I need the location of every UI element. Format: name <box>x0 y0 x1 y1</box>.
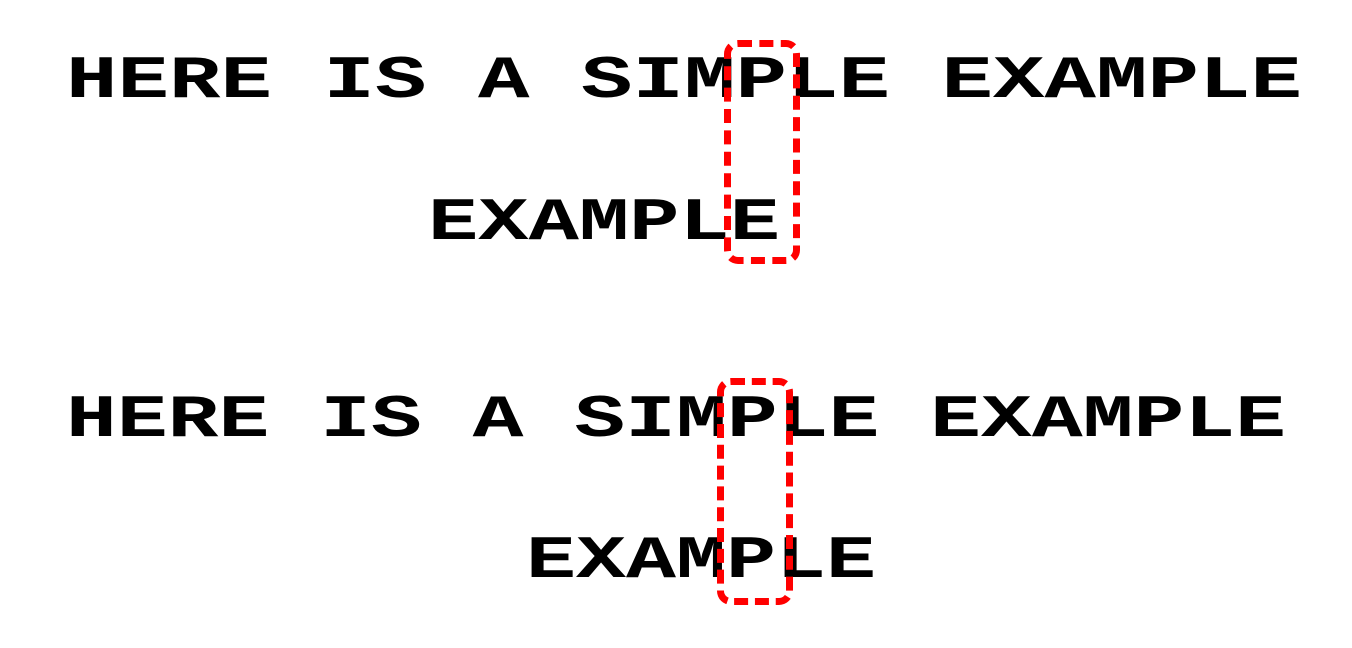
bottom-alignment-marker <box>717 378 793 605</box>
bottom-word: EXAMPLE <box>526 528 876 596</box>
top-sentence: HERE IS A SIMPLE EXAMPLE <box>66 48 1302 116</box>
bottom-sentence: HERE IS A SIMPLE EXAMPLE <box>66 387 1286 455</box>
top-word: EXAMPLE <box>428 190 780 258</box>
top-alignment-marker <box>724 40 800 264</box>
